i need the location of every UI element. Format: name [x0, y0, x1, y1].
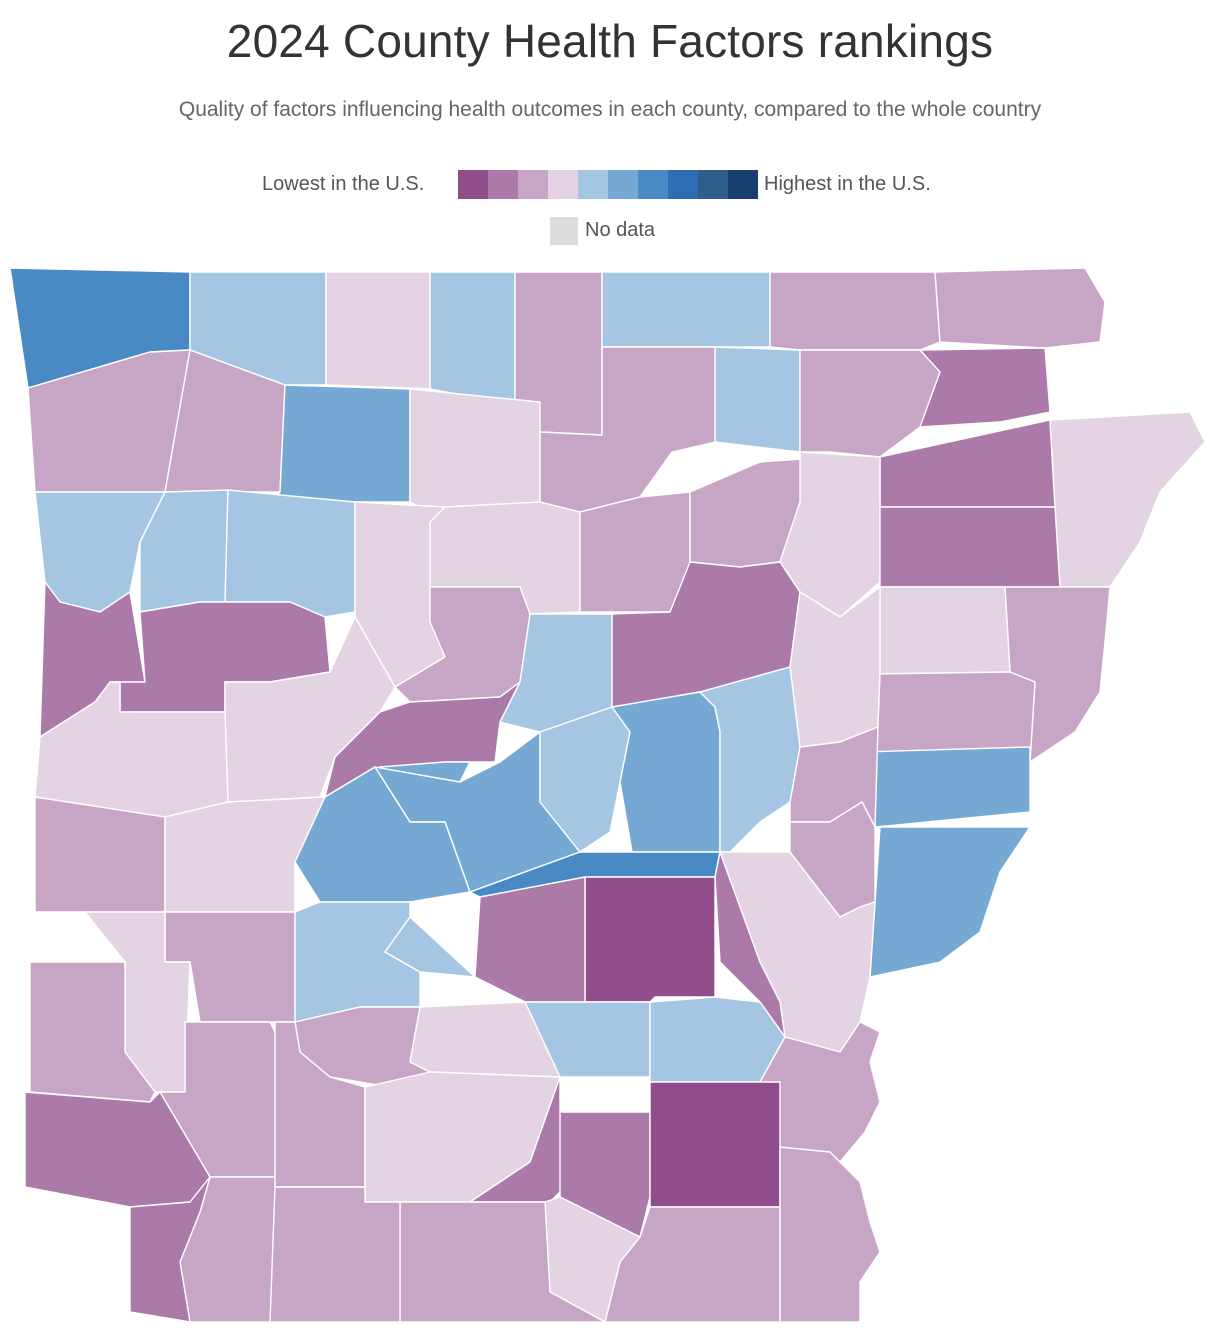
county-18 — [1049, 411, 1206, 588]
county-30 — [879, 586, 1011, 675]
county-16 — [799, 349, 941, 458]
legend-swatch-8 — [668, 170, 698, 199]
legend-swatch-5 — [578, 170, 608, 199]
legend-swatch-9 — [698, 170, 728, 199]
legend-swatch-1 — [458, 170, 488, 199]
county-8 — [934, 267, 1106, 349]
arkansas-county-map — [9, 267, 1206, 1323]
legend-swatch-6 — [608, 170, 638, 199]
county-13 — [409, 388, 541, 513]
legend-color-scale — [458, 170, 758, 199]
county-56 — [474, 876, 586, 1003]
county-65 — [649, 996, 786, 1083]
county-55 — [584, 876, 716, 1003]
county-6 — [601, 271, 771, 348]
county-74 — [779, 1146, 881, 1323]
county-3 — [325, 271, 431, 390]
color-legend: Lowest in the U.S. Highest in the U.S. — [0, 170, 1220, 200]
legend-low-label: Lowest in the U.S. — [262, 173, 425, 195]
no-data-label: No data — [585, 219, 656, 241]
county-73 — [649, 1081, 781, 1208]
legend-swatch-4 — [548, 170, 578, 199]
county-22 — [224, 489, 356, 618]
county-80 — [129, 1176, 211, 1323]
county-12 — [269, 384, 411, 503]
chart-subtitle: Quality of factors influencing health ou… — [178, 98, 1042, 121]
legend-swatch-10 — [728, 170, 758, 199]
chart-title: 2024 County Health Factors rankings — [226, 15, 994, 67]
county-46 — [699, 666, 801, 853]
county-45 — [869, 826, 1031, 978]
no-data-swatch — [550, 217, 578, 245]
county-49 — [34, 796, 166, 913]
legend-swatch-3 — [518, 170, 548, 199]
county-28 — [879, 506, 1061, 588]
county-9 — [919, 347, 1051, 428]
county-7 — [769, 271, 941, 351]
county-15 — [714, 346, 801, 453]
county-44 — [861, 746, 1031, 828]
legend-swatch-2 — [488, 170, 518, 199]
county-43 — [611, 691, 721, 853]
county-25 — [579, 491, 691, 613]
legend-high-label: Highest in the U.S. — [764, 173, 931, 195]
county-58 — [384, 916, 526, 1003]
county-4 — [429, 271, 516, 406]
county-72 — [559, 1111, 651, 1238]
county-78 — [269, 1186, 401, 1323]
legend-swatch-7 — [638, 170, 668, 199]
